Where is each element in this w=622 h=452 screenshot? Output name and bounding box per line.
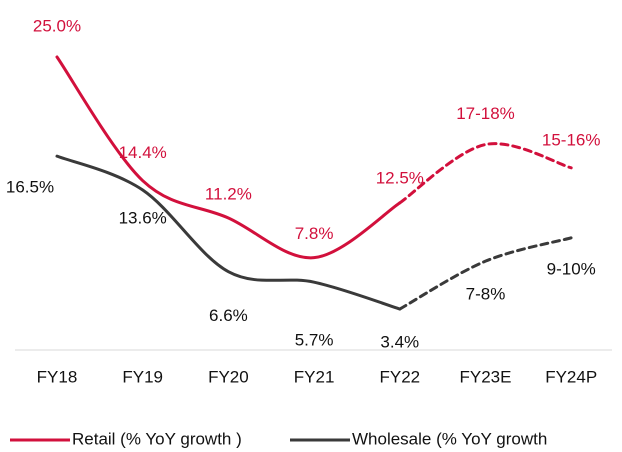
data-label: 14.4% (119, 143, 167, 162)
x-tick-label: FY18 (37, 367, 78, 386)
legend-label: Wholesale (% YoY growth (352, 429, 547, 448)
data-label: 3.4% (380, 332, 419, 351)
data-label: 25.0% (33, 16, 81, 35)
data-label: 6.6% (209, 306, 248, 325)
series-line (398, 142, 573, 205)
data-label: 17-18% (456, 104, 515, 123)
x-tick-label: FY22 (379, 367, 420, 386)
legend-label: Retail (% YoY growth ) (72, 429, 242, 448)
data-label: 9-10% (547, 259, 596, 278)
series-line (55, 154, 402, 311)
x-tick-label: FY20 (208, 367, 249, 386)
series-line (398, 236, 573, 311)
data-label: 7-8% (466, 285, 506, 304)
x-tick-label: FY23E (460, 367, 512, 386)
data-label: 15-16% (542, 130, 601, 149)
data-label: 13.6% (119, 208, 167, 227)
x-tick-label: FY19 (122, 367, 163, 386)
x-tick-label: FY21 (294, 367, 335, 386)
data-label: 12.5% (376, 168, 424, 187)
data-label: 16.5% (6, 178, 54, 197)
x-tick-label: FY24P (545, 367, 597, 386)
data-label: 11.2% (205, 184, 252, 203)
data-label: 7.8% (295, 224, 334, 243)
series-line (55, 55, 402, 260)
data-label: 5.7% (295, 331, 334, 350)
